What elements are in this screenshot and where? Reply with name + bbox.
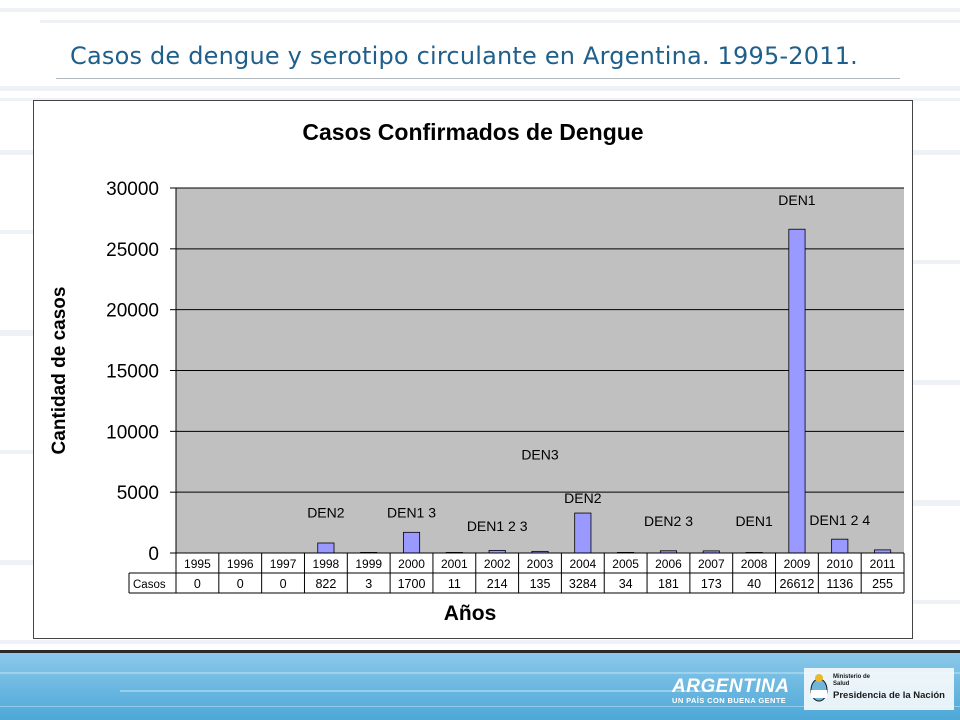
bar-2010: [831, 538, 849, 554]
y-tick-label: 15000: [106, 362, 159, 383]
x-tick-label: 2004: [569, 557, 596, 571]
table-value: 173: [701, 577, 722, 591]
x-tick-label: 2008: [741, 557, 768, 571]
table-value: 26612: [780, 577, 815, 591]
y-tick-label: 10000: [106, 422, 159, 443]
x-tick-label: 2002: [484, 557, 511, 571]
table-value: 3: [365, 577, 372, 591]
y-tick-label: 20000: [106, 301, 159, 322]
x-tick-label: 2003: [527, 557, 554, 571]
x-tick-label: 2000: [398, 557, 425, 571]
y-tick-label: 0: [148, 544, 159, 565]
table-value: 181: [658, 577, 679, 591]
table-value: 135: [530, 577, 551, 591]
y-tick-label: 25000: [106, 240, 159, 261]
x-tick-label: 2006: [655, 557, 682, 571]
serotype-label-2008: DEN1: [735, 513, 773, 529]
table-series-label: Casos: [133, 579, 166, 591]
footer-top-line: [0, 650, 960, 653]
serotype-label-2006: DEN2 3: [644, 513, 693, 529]
x-tick-label: 1998: [313, 557, 340, 571]
x-tick-label: 2011: [870, 557, 896, 571]
bar-2004: [574, 512, 592, 554]
serotype-label-2010: DEN1 2 4: [809, 512, 870, 528]
x-tick-label: 2001: [441, 557, 468, 571]
table-value: 214: [487, 577, 508, 591]
serotype-label-2003: DEN3: [521, 446, 559, 462]
footer-band-streaks: [0, 672, 960, 707]
table-value: 0: [280, 577, 287, 591]
table-value: 11: [448, 577, 461, 591]
x-tick-label: 2007: [698, 557, 725, 571]
table-value: 822: [315, 577, 336, 591]
slide-title: Casos de dengue y serotipo circulante en…: [70, 42, 858, 70]
x-tick-label: 1999: [355, 557, 382, 571]
ministry-line-1: Ministerio de: [833, 674, 871, 680]
serotype-label-2009: DEN1: [778, 192, 816, 208]
bar-1998: [317, 542, 335, 554]
presidencia-box: [804, 668, 954, 710]
x-tick-label: 1997: [270, 557, 297, 571]
table-value: 0: [194, 577, 201, 591]
serotype-label-2002: DEN1 2 3: [467, 518, 528, 534]
brand-tagline: UN PAÍS CON BUENA GENTE: [672, 696, 787, 705]
x-tick-label: 2010: [826, 557, 853, 571]
chart-title: Casos Confirmados de Dengue: [302, 119, 643, 145]
brand-logo-text: ARGENTINA: [672, 676, 790, 697]
serotype-label-2000: DEN1 3: [387, 505, 436, 521]
table-value: 1700: [398, 577, 426, 591]
footer-band: [0, 652, 960, 720]
table-value: 0: [237, 577, 244, 591]
table-value: 1136: [826, 577, 853, 591]
table-value: 3284: [569, 577, 597, 591]
serotype-label-1998: DEN2: [307, 505, 345, 521]
presidencia-label: Presidencia de la Nación: [833, 690, 945, 701]
serotype-label-2004: DEN2: [564, 490, 602, 506]
background-stripes: [0, 8, 960, 644]
y-axis-label: Cantidad de casos: [49, 287, 70, 455]
bar-2009: [788, 228, 806, 554]
x-tick-label: 2009: [784, 557, 811, 571]
table-value: 40: [747, 577, 761, 591]
bar-2000: [402, 531, 421, 554]
x-tick-label: 1995: [184, 557, 211, 571]
title-divider: [56, 78, 900, 79]
x-axis-label: Años: [444, 602, 497, 625]
x-tick-label: 1996: [227, 557, 254, 571]
table-value: 34: [619, 577, 633, 591]
x-tick-label: 2005: [612, 557, 639, 571]
y-tick-label: 5000: [117, 483, 159, 504]
y-tick-label: 30000: [106, 179, 159, 200]
ministry-line-2: Salud: [833, 680, 850, 687]
dengue-bar-chart: Casos Confirmados de Dengue 0 5000 10000 150…: [49, 119, 905, 625]
coat-of-arms-icon: [810, 674, 828, 702]
ministry-label: Ministerio de Salud: [833, 674, 870, 687]
table-value: 255: [872, 577, 893, 591]
